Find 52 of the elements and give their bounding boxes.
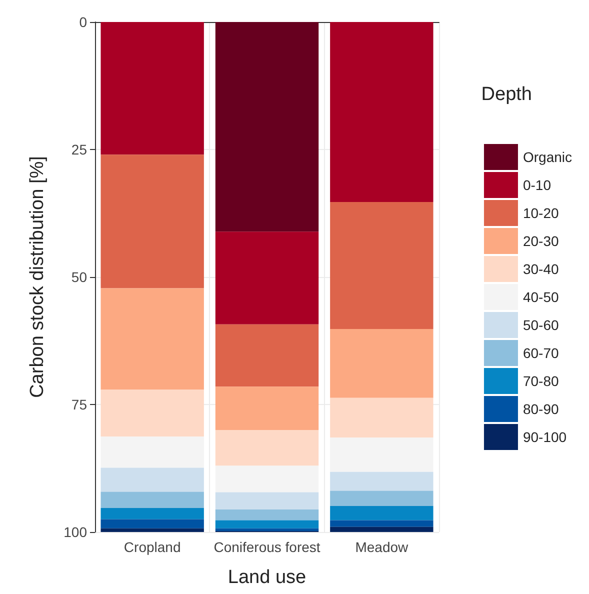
bar [330, 526, 434, 532]
y-tick-label: 50 [71, 269, 88, 285]
bar [100, 288, 204, 390]
bar [215, 520, 319, 528]
legend-title: Depth [481, 84, 532, 105]
bar [100, 519, 204, 528]
legend-label: 70-80 [522, 373, 559, 389]
bar [330, 506, 434, 520]
bar [330, 438, 434, 472]
legend-label: 90-100 [522, 429, 567, 445]
x-tick-label: Cropland [124, 539, 181, 555]
bar [100, 492, 204, 508]
y-axis-title: Carbon stock distribution [%] [27, 156, 48, 398]
bar [215, 430, 319, 466]
legend-label: 30-40 [522, 261, 559, 277]
bar [215, 232, 319, 324]
x-tick-label: Meadow [355, 539, 410, 555]
legend-label: 60-70 [522, 345, 559, 361]
bar [100, 528, 204, 532]
bar [100, 468, 204, 492]
legend-label: Organic [522, 149, 572, 165]
legend-label: 80-90 [522, 401, 559, 417]
x-axis-title: Land use [228, 567, 306, 588]
legend-label: 0-10 [522, 177, 552, 193]
bar [330, 22, 434, 202]
bar [330, 202, 434, 330]
bar [215, 492, 319, 510]
bar [100, 508, 204, 520]
bar [330, 329, 434, 398]
y-tick-label: 75 [71, 396, 88, 412]
x-tick-label: Coniferous forest [214, 539, 320, 555]
y-tick-label: 25 [71, 142, 88, 158]
bar [100, 22, 204, 155]
legend-label: 10-20 [522, 205, 559, 221]
bar [215, 528, 319, 531]
y-tick-label: 100 [64, 524, 88, 540]
legend-label: 50-60 [522, 317, 559, 333]
bar [100, 154, 204, 288]
bar [215, 510, 319, 520]
bar [330, 398, 434, 438]
bar [215, 386, 319, 430]
bar [100, 390, 204, 437]
bar [330, 520, 434, 527]
bar [330, 490, 434, 506]
bar [100, 436, 204, 468]
bar [215, 22, 319, 232]
y-tick-label: 0 [79, 14, 88, 30]
bar [330, 472, 434, 491]
bar [215, 324, 319, 387]
legend-label: 20-30 [522, 233, 559, 249]
legend-label: 40-50 [522, 289, 559, 305]
bar [215, 466, 319, 492]
